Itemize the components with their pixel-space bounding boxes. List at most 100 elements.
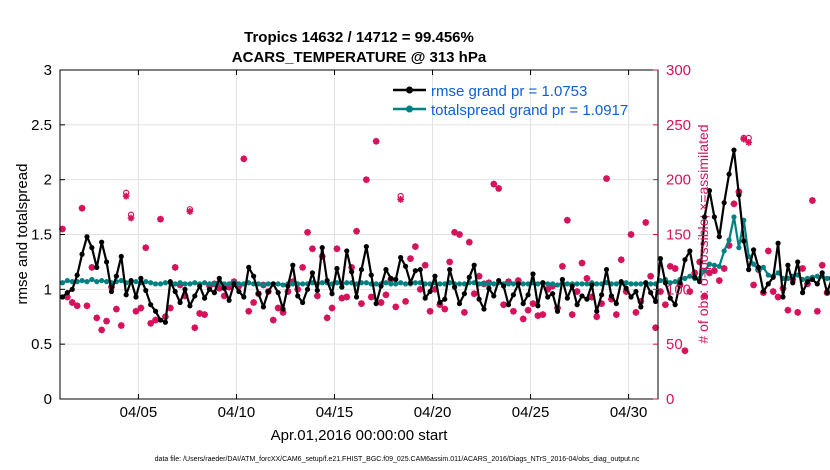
obs-star-stroke [726, 242, 733, 249]
totalspread-point [579, 281, 585, 287]
rmse-point [648, 290, 654, 296]
totalspread-point [79, 277, 85, 284]
obs-star-stroke [422, 262, 429, 269]
obs-star-stroke [770, 288, 777, 295]
rmse-point [226, 297, 232, 303]
obs-assimilated-marker [201, 311, 208, 318]
totalspread-point [398, 280, 404, 286]
obs-star-stroke [598, 300, 605, 307]
obs-star-stroke [299, 264, 306, 271]
obs-star-stroke [603, 175, 610, 182]
rmse-point [692, 274, 698, 280]
obs-assimilated-marker [367, 293, 375, 301]
rmse-point [152, 308, 159, 314]
rmse-point [94, 264, 100, 270]
rmse-point [432, 273, 438, 279]
rmse-point [809, 276, 816, 283]
obs-star-stroke [647, 273, 654, 280]
obs-assimilated-marker [78, 204, 86, 212]
rmse-point [187, 303, 193, 309]
rmse-point [108, 288, 115, 295]
obs-star-stroke [745, 139, 752, 146]
totalspread-point [628, 281, 634, 287]
obs-assimilated-marker [769, 288, 777, 295]
obs-assimilated-marker [534, 312, 542, 320]
rmse-point [697, 279, 703, 285]
totalspread-point [667, 280, 673, 286]
rmse-point [353, 294, 360, 300]
rmse-point [638, 304, 644, 310]
totalspread-point [760, 264, 766, 270]
rmse-point [275, 290, 281, 296]
obs-star-stroke [451, 229, 458, 236]
rmse-point [765, 281, 771, 287]
totalspread-point [701, 268, 708, 274]
rmse-point [780, 294, 786, 300]
obs-star-stroke [152, 317, 159, 324]
rmse-point [167, 279, 173, 285]
obs-star-stroke [79, 205, 86, 212]
obs-star-stroke [133, 308, 139, 315]
obs-assimilated-marker [137, 304, 145, 312]
obs-assimilated-marker [799, 265, 806, 272]
obs-star-stroke [579, 260, 585, 266]
obs-assimilated-marker [215, 284, 223, 292]
obs-assimilated-marker [539, 311, 547, 318]
rmse-point [682, 257, 688, 263]
totalspread-point [633, 281, 639, 287]
obs-star-stroke [216, 285, 223, 292]
totalspread-point [775, 270, 781, 276]
obs-assimilated-marker [715, 277, 723, 284]
totalspread-point [177, 280, 183, 286]
obs-assimilated-marker [642, 219, 650, 226]
rmse-point [99, 239, 105, 245]
rmse-point [569, 283, 575, 289]
rmse-point [466, 274, 472, 280]
obs-star-stroke [368, 294, 375, 300]
obs-assimilated-marker [563, 216, 571, 224]
obs-assimilated-marker [794, 308, 802, 316]
obs-star-stroke [186, 208, 193, 215]
obs-assimilated-marker [328, 304, 336, 312]
left-y-tick-label: 1 [44, 281, 52, 298]
obs-assimilated-marker [720, 265, 728, 272]
rmse-point [103, 259, 110, 265]
totalspread-point [118, 277, 124, 284]
obs-assimilated-marker [117, 322, 125, 329]
obs-assimilated-marker [83, 302, 91, 310]
rmse-point [584, 296, 590, 302]
obs-assimilated-marker [142, 244, 150, 252]
legend-rmse-label: rmse grand pr = 1.0753 [431, 83, 587, 100]
x-axis-ticks: 04/05 04/10 04/15 04/20 04/25 04/30 [120, 70, 647, 421]
totalspread-point [824, 275, 830, 281]
rmse-point [633, 288, 639, 295]
obs-assimilated-marker [112, 305, 120, 313]
obs-star-stroke [731, 200, 737, 207]
chart-title-line2: ACARS_TEMPERATURE @ 313 hPa [232, 49, 487, 66]
obs-assimilated-marker [460, 308, 468, 316]
rmse-point [197, 283, 203, 289]
obs-assimilated-marker [421, 261, 429, 269]
rmse-point [402, 263, 409, 269]
rmse-point [89, 245, 95, 251]
rmse-point [358, 266, 365, 273]
rmse-point [628, 294, 634, 300]
obs-assimilated-marker [353, 227, 360, 235]
obs-assimilated-marker [416, 285, 424, 293]
totalspread-point [388, 281, 394, 287]
right-y-tick-label: 250 [666, 117, 691, 134]
legend: rmse grand pr = 1.0753 totalspread grand… [393, 83, 628, 119]
obs-assimilated-marker [813, 307, 821, 315]
rmse-point [451, 284, 458, 290]
obs-assimilated-marker [671, 265, 679, 272]
rmse-point [652, 298, 659, 304]
totalspread-point [393, 281, 399, 287]
right-y-tick-label: 0 [666, 391, 674, 408]
obs-star-stroke [446, 258, 453, 265]
obs-star-stroke [613, 311, 620, 318]
rmse-point [814, 281, 820, 287]
rmse-point [182, 286, 188, 292]
obs-star-stroke [397, 196, 404, 203]
x-tick-label: 04/10 [218, 404, 256, 421]
obs-star-stroke [147, 320, 154, 327]
